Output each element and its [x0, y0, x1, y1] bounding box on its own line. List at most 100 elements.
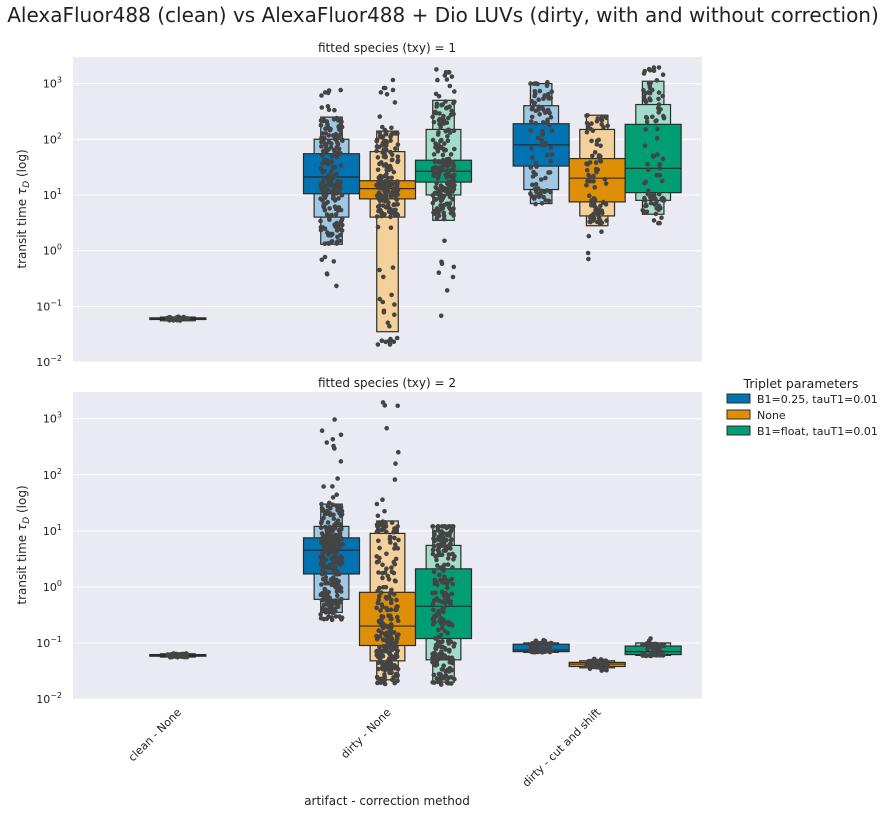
data-point: [430, 590, 435, 596]
data-point: [323, 570, 328, 576]
legend-swatch: [726, 409, 751, 420]
data-point: [326, 214, 332, 219]
data-point: [389, 565, 394, 570]
data-point: [540, 128, 545, 134]
panel-top: fitted species (txy) = 1 10−210−11001011…: [15, 41, 702, 369]
data-point: [442, 141, 447, 146]
data-point: [549, 152, 555, 157]
data-point: [535, 135, 541, 141]
data-point: [589, 121, 594, 126]
data-point: [651, 192, 657, 198]
panel-title-top: fitted species (txy) = 1: [318, 41, 456, 55]
data-point: [646, 66, 652, 72]
x-tick-labels: clean - None dirty - None dirty - cut and …: [126, 705, 604, 789]
data-point: [434, 644, 440, 650]
data-point: [324, 591, 330, 596]
data-point: [603, 115, 609, 121]
data-point: [375, 155, 381, 160]
data-point: [445, 134, 450, 139]
data-point: [437, 195, 442, 201]
data-point: [660, 93, 665, 99]
data-point: [548, 158, 554, 164]
data-point: [529, 119, 534, 124]
data-point: [435, 524, 441, 529]
data-point: [448, 546, 453, 551]
data-point: [393, 196, 399, 202]
data-point: [532, 186, 538, 192]
data-point: [444, 532, 450, 538]
data-point: [433, 141, 438, 146]
data-point: [653, 211, 659, 217]
data-point: [395, 159, 400, 165]
data-point: [656, 65, 662, 70]
data-point: [382, 138, 387, 144]
data-point: [431, 607, 436, 613]
data-point: [538, 640, 543, 646]
data-point: [440, 532, 445, 537]
data-point: [381, 154, 387, 159]
data-point: [439, 144, 444, 150]
data-point: [390, 157, 395, 163]
data-point: [640, 642, 646, 647]
data-point: [451, 163, 457, 169]
data-point: [338, 459, 344, 464]
data-point: [376, 196, 382, 201]
data-point: [384, 129, 389, 135]
data-point: [536, 97, 541, 102]
data-point: [390, 87, 396, 93]
data-point: [451, 644, 457, 649]
data-point: [322, 535, 328, 540]
data-point: [328, 233, 334, 238]
data-point: [646, 188, 651, 194]
data-point: [332, 417, 337, 422]
data-point: [440, 580, 446, 585]
data-point: [321, 550, 326, 555]
data-point: [449, 591, 455, 597]
data-point: [338, 554, 343, 559]
data-point: [331, 512, 336, 518]
data-point: [657, 162, 662, 167]
data-point: [656, 90, 662, 95]
data-point: [660, 653, 666, 658]
data-point: [320, 179, 326, 185]
data-point: [382, 681, 388, 687]
data-point: [599, 229, 604, 234]
data-point: [389, 629, 394, 634]
data-point: [324, 616, 330, 621]
data-point: [548, 189, 553, 195]
data-point: [327, 526, 332, 532]
data-point: [319, 559, 325, 565]
data-point: [530, 174, 536, 179]
data-point: [322, 539, 328, 545]
data-point: [435, 147, 441, 152]
data-point: [435, 77, 440, 83]
data-point: [442, 163, 448, 168]
data-point: [322, 241, 328, 246]
y-tick-label: 101: [43, 187, 62, 202]
data-point: [374, 554, 380, 559]
data-point: [392, 302, 397, 307]
data-point: [395, 202, 401, 207]
data-point: [389, 597, 394, 603]
y-axis-label-bottom: transit time τD (log): [15, 485, 32, 604]
data-point: [319, 582, 324, 587]
data-point: [388, 658, 393, 663]
data-point: [657, 166, 663, 171]
data-point: [644, 119, 650, 125]
data-point: [602, 658, 607, 664]
data-point: [436, 191, 442, 196]
data-point: [336, 542, 342, 547]
data-point: [540, 105, 545, 111]
data-point: [318, 183, 324, 189]
data-point: [376, 559, 382, 564]
data-point: [395, 546, 401, 551]
data-point: [592, 185, 597, 190]
data-point: [435, 582, 440, 587]
data-point: [325, 580, 331, 586]
data-point: [656, 102, 662, 107]
data-point: [382, 85, 388, 91]
data-point: [384, 92, 390, 97]
data-point: [442, 238, 447, 244]
data-point: [378, 608, 383, 613]
